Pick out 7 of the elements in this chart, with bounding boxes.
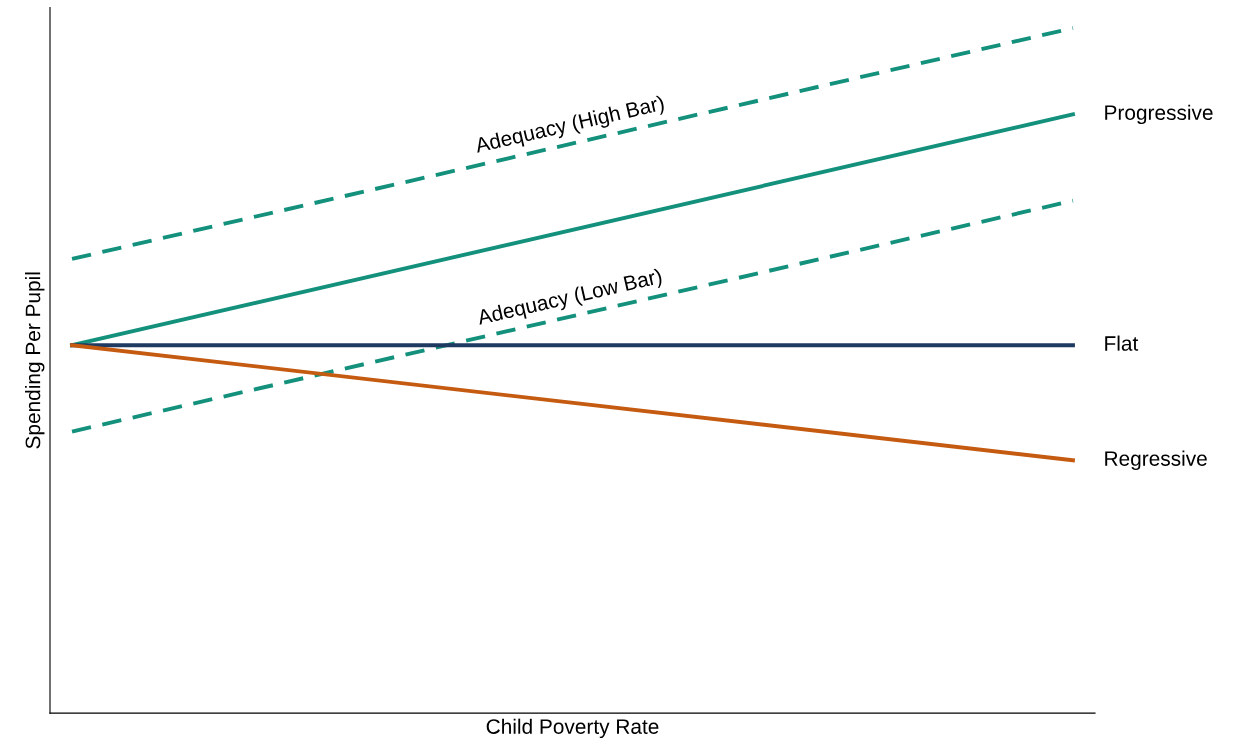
text: Adequacy (High Bar)	[473, 94, 666, 157]
series-label: Flat	[1105, 335, 1139, 351]
x-axis-title: Child Poverty Rate	[486, 718, 659, 739]
series-label: Progressive	[1105, 104, 1213, 125]
y-axis-title: Spending Per Pupil	[25, 272, 45, 449]
text: Adequacy (Low Bar)	[476, 267, 664, 329]
series-label: Regressive	[1105, 450, 1207, 471]
